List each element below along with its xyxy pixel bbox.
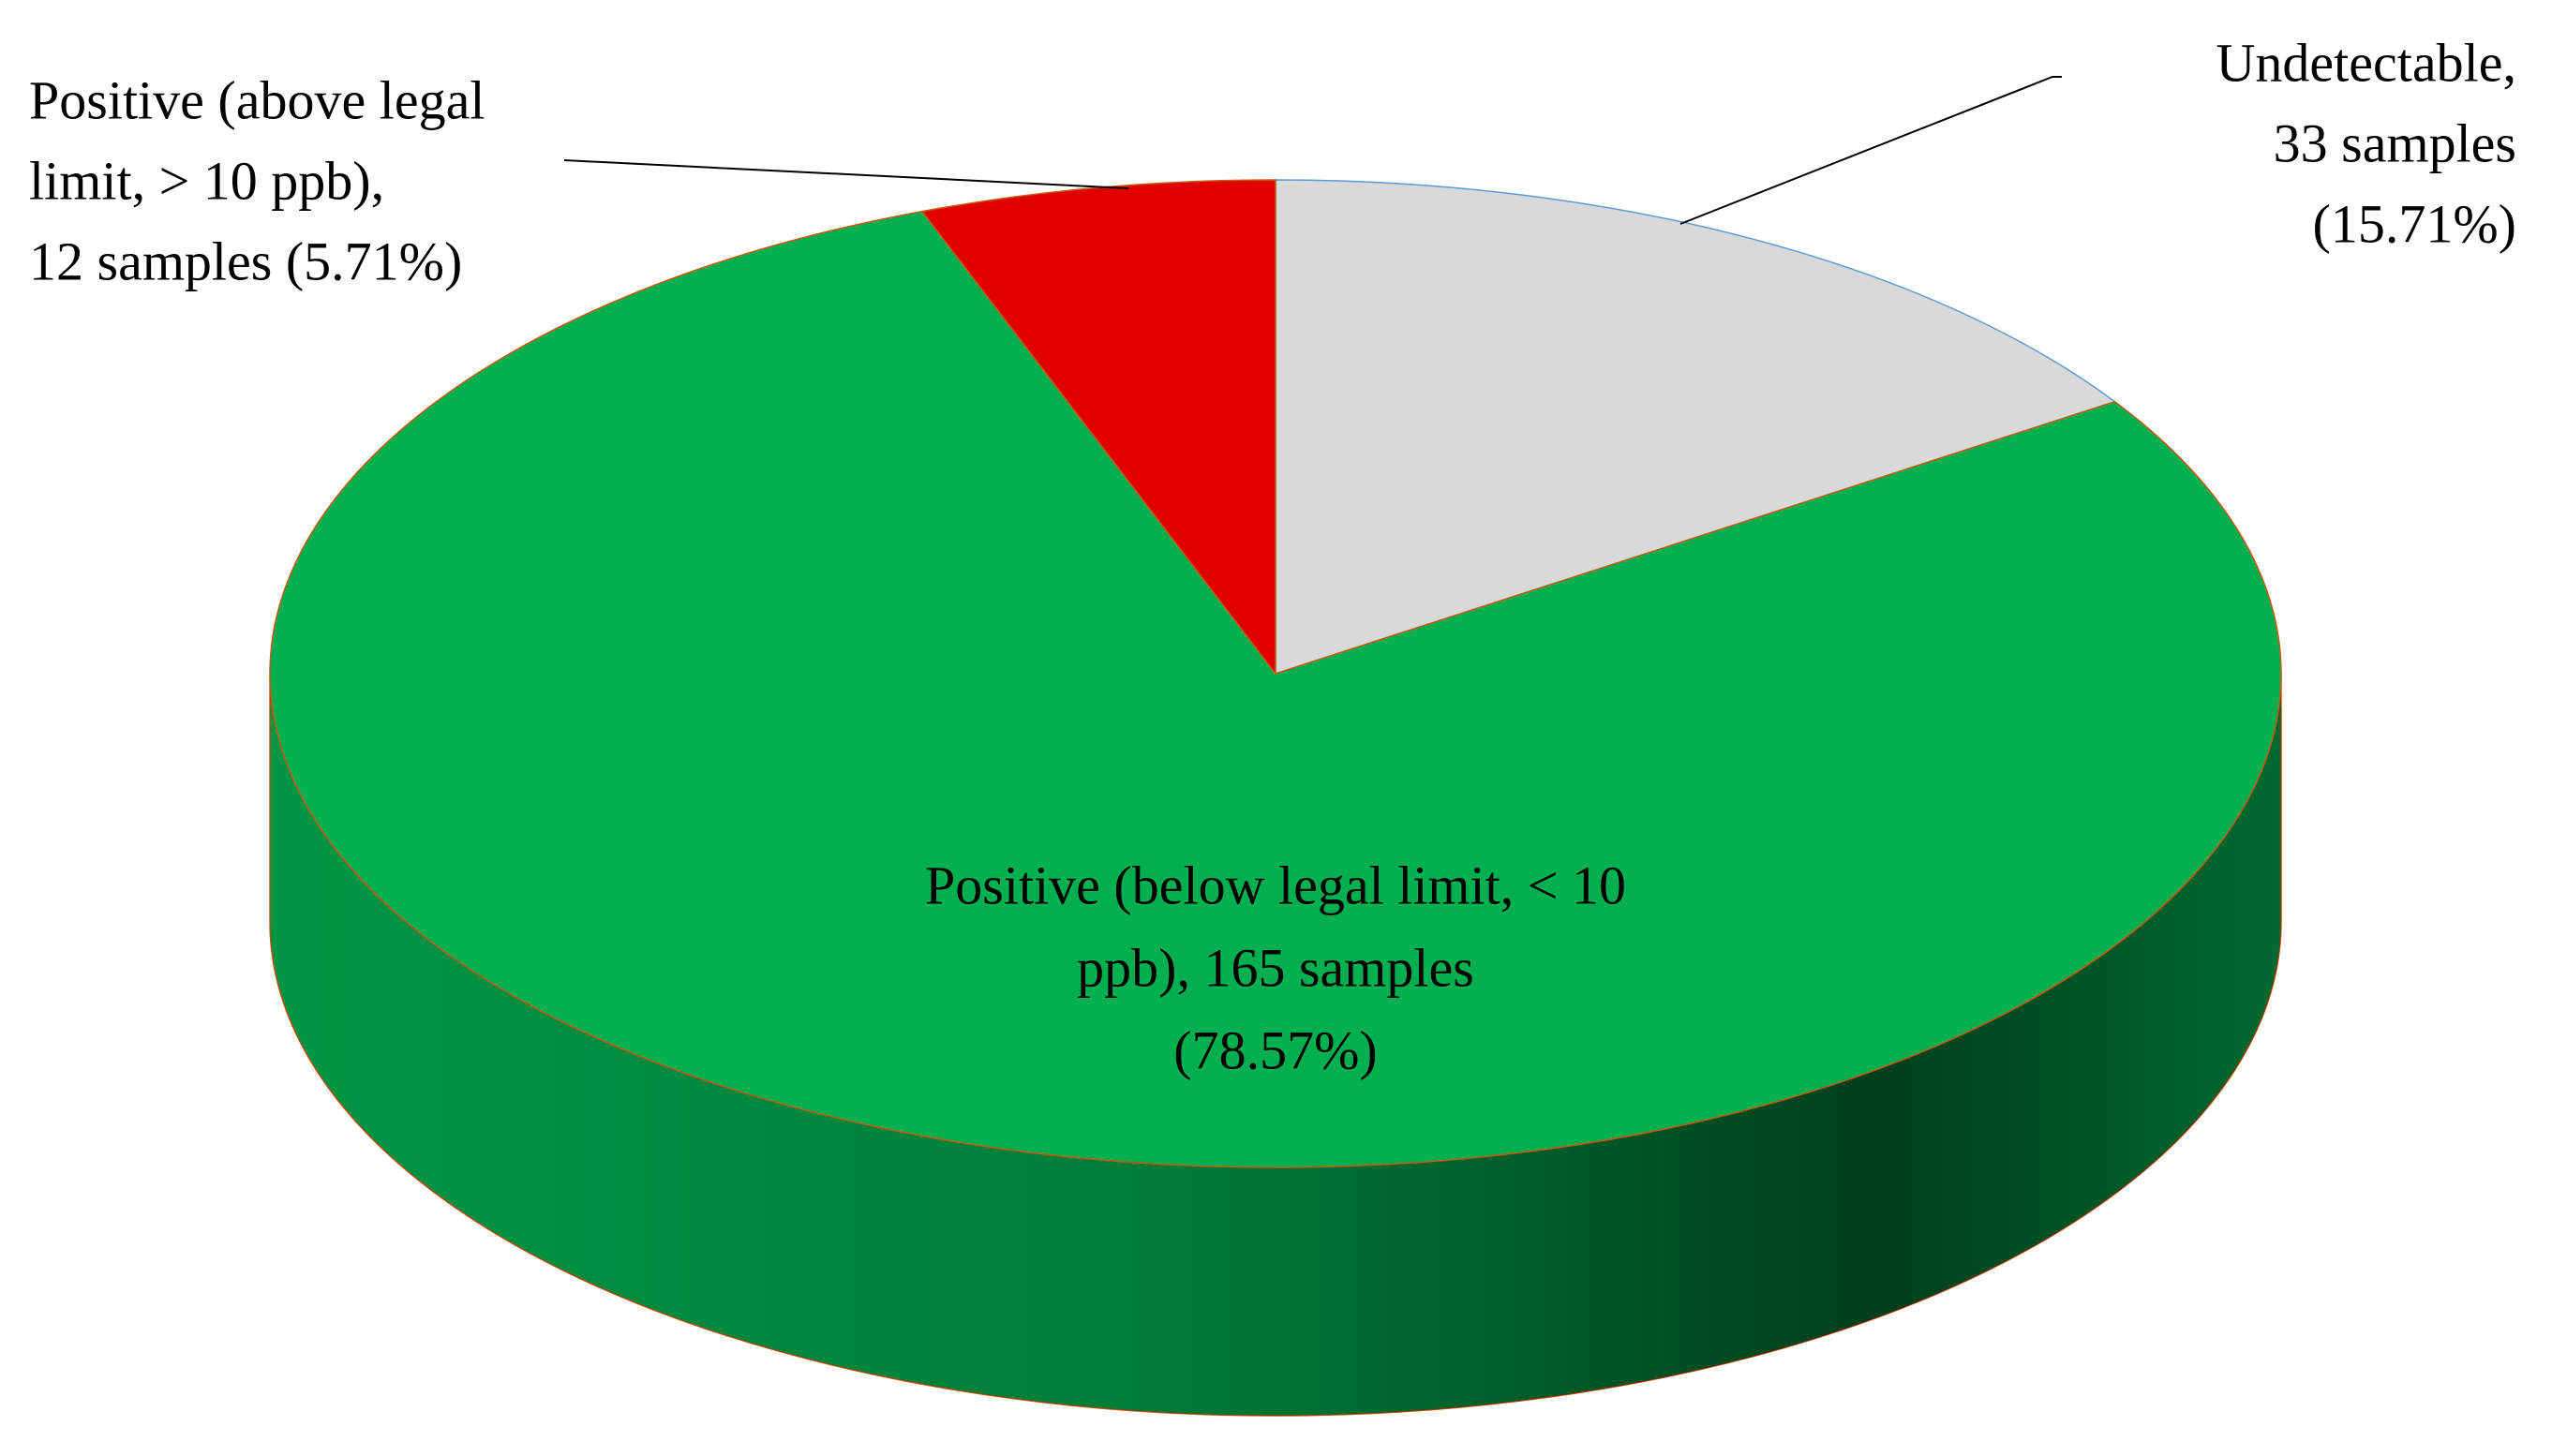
leader-line [563,159,1129,189]
slice-label: ppb), 165 samples [1077,937,1474,998]
slice-label: Undetectable, [2216,32,2516,93]
leader-line [1679,76,2062,225]
slice-label: Positive (above legal [29,69,485,130]
slice-label: 33 samples [2274,112,2516,173]
slice-label: limit, > 10 ppb), [29,150,384,211]
pie-tops [269,179,2282,1168]
slice-label: Positive (below legal limit, < 10 [925,854,1626,915]
slice-label: (78.57%) [1173,1019,1377,1080]
slice [269,210,2282,1168]
labels: Undetectable, 33 samples (15.71%) Positive … [29,32,2516,1080]
slice [920,179,1276,676]
slice-label: 12 samples (5.71%) [29,230,462,291]
slice-side-shade [270,674,2281,1416]
slice-label: (15.71%) [2313,193,2516,254]
slice [1275,179,2117,676]
